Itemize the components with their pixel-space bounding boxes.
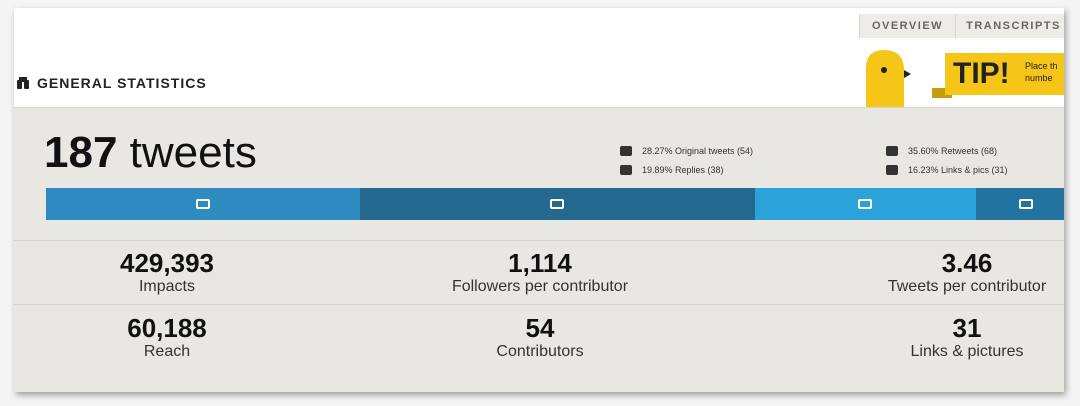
stat-value: 429,393: [120, 248, 214, 278]
stat-value: 31: [952, 313, 982, 343]
legend-item: 35.60% Retweets (68): [908, 146, 998, 156]
legend-icon: [886, 165, 898, 175]
stat-value: 1,114: [508, 248, 572, 278]
divider: [14, 304, 1064, 305]
tip-ribbon: [932, 88, 952, 98]
bar-segment: [975, 188, 1064, 220]
tab[interactable]: TRANSCRIPTS: [955, 14, 1064, 38]
legend-item: 28.27% Original tweets (54): [642, 146, 754, 156]
segment-icon: [858, 199, 873, 209]
frame: OVERVIEW TRANSCRIPTS GENERAL STATISTICS …: [14, 8, 1064, 392]
count: 187: [44, 128, 118, 177]
segment-icon: [1018, 199, 1033, 209]
tip-line: numbe: [1025, 73, 1053, 83]
legend-icon: [886, 146, 898, 156]
tab[interactable]: OVERVIEW: [859, 14, 955, 38]
tip-text: Place th numbe: [1025, 60, 1058, 84]
tip-bird: [866, 50, 911, 108]
stats-panel: 187 tweets 28.27% Original tweets (54) 35…: [14, 107, 1064, 392]
stat-label: Reach: [143, 343, 191, 360]
bar-segment: [46, 188, 360, 220]
stat-value: 54: [525, 313, 555, 343]
legend-icon: [620, 146, 632, 156]
bar-segment: [754, 188, 976, 220]
stat-label: Tweets per contributor: [887, 278, 1047, 295]
divider: [14, 240, 1064, 241]
tweet-count: 187 tweets: [44, 128, 257, 178]
stat-label: Impacts: [138, 278, 195, 295]
stat-label: Followers per contributor: [451, 278, 629, 295]
tip-line: Place th: [1025, 61, 1058, 71]
legend-item: 16.23% Links & pics (31): [908, 165, 1008, 175]
binoculars-icon: [17, 77, 29, 89]
tip-banner: TIP! Place th numbe: [945, 53, 1064, 95]
stat-label: Contributors: [496, 343, 584, 360]
stat-label: Links & pictures: [910, 343, 1024, 360]
share-bar: [46, 188, 1064, 220]
segment-icon: [550, 199, 565, 209]
segment-icon: [195, 199, 210, 209]
unit: tweets: [129, 128, 257, 177]
legend-item: 19.89% Replies (38): [642, 165, 724, 175]
tip-title: TIP!: [953, 57, 1010, 90]
stat-value: 3.46: [941, 248, 993, 278]
section-title: GENERAL STATISTICS: [37, 75, 207, 91]
stat-value: 60,188: [127, 313, 207, 343]
bar-segment: [359, 188, 755, 220]
legend-icon: [620, 165, 632, 175]
